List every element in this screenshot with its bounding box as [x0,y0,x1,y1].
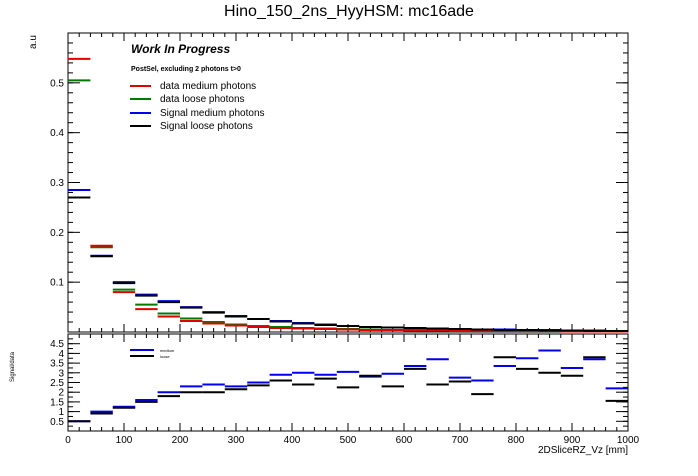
bottom-x-tick-label: 200 [172,435,189,446]
top-panel: 0.1 0.2 0.3 0.4 0.5 [50,32,629,333]
bottom-y-tick-label: 3.5 [50,359,64,370]
bottom-y-tick-label: 1 [58,407,64,418]
bottom-x-tick-label: 800 [508,435,525,446]
bottom-y-axis-label: Signal/data [10,351,16,382]
bottom-y-tick-label: 2.5 [50,378,64,389]
bottom-x-tick-label: 0 [65,435,71,446]
bottom-y-tick-label: 4.5 [50,339,64,350]
bottom-x-tick-label: 300 [228,435,245,446]
bottom-x-tick-label: 600 [396,435,413,446]
legend-label-ratio-loose: loose [160,354,170,359]
bottom-x-tick-label: 900 [564,435,581,446]
figure-title: Hino_150_2ns_HyyHSM: mc16ade [224,3,474,20]
legend-label-data-medium: data medium photons [160,81,256,92]
bottom-x-tick-label: 700 [452,435,469,446]
bottom-x-tick-label: 500 [340,435,357,446]
bottom-x-tick-label: 400 [284,435,301,446]
bottom-frame [67,333,629,432]
bottom-panel: 0.511.522.533.544.5 0 100 200 300 400 500 600 70… [50,333,640,446]
bottom-x-tick-label: 100 [116,435,133,446]
top-y-tick-label: 0.2 [50,228,64,239]
top-frame [67,32,629,333]
bottom-y-tick-label: 0.5 [50,417,64,428]
top-y-axis-label: a.u [28,35,39,49]
bottom-legend: medium loose [130,348,175,359]
top-legend: data medium photons data loose photons S… [130,81,265,132]
legend-label-ratio-medium: medium [160,348,175,353]
bottom-y-tick-label: 2 [58,388,64,399]
top-y-tick-label: 0.3 [50,178,64,189]
bottom-y-tick-label: 4 [58,349,64,360]
top-y-tick-label: 0.4 [50,128,64,139]
legend-label-signal-loose: Signal loose photons [160,121,253,132]
x-axis-label: 2DSliceRZ_Vz [mm] [538,445,628,456]
bottom-y-tick-label: 1.5 [50,397,64,408]
top-y-tick-label: 0.1 [50,278,64,289]
bottom-y-tick-label: 3 [58,368,64,379]
selection-label: PostSel, excluding 2 photons t>0 [131,66,241,73]
top-y-tick-label: 0.5 [50,78,64,89]
bottom-x-tick-label: 1000 [617,435,640,446]
legend-label-signal-medium: Signal medium photons [160,108,265,119]
work-in-progress-label: Work In Progress [131,42,230,56]
legend-label-data-loose: data loose photons [160,94,245,105]
